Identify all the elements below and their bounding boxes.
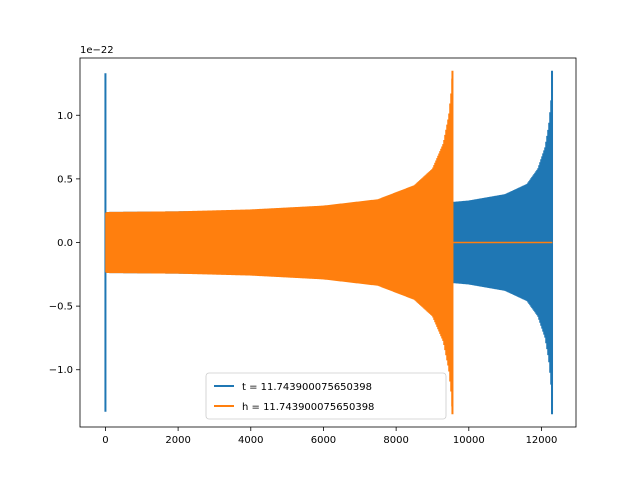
legend-label: t = 11.743900075650398 — [242, 382, 372, 393]
y-offset-label: 1e−22 — [80, 45, 114, 56]
legend-label: h = 11.743900075650398 — [242, 402, 374, 413]
y-tick-label: 0.5 — [57, 174, 73, 185]
y-tick-label: 1.0 — [57, 111, 73, 122]
series-2 — [105, 70, 553, 415]
x-tick-label: 12000 — [526, 435, 558, 446]
y-tick-label: −1.0 — [49, 365, 73, 376]
x-tick-label: 0 — [102, 435, 108, 446]
y-tick-label: −0.5 — [49, 302, 73, 313]
x-tick-label: 2000 — [165, 435, 190, 446]
legend: t = 11.743900075650398 h = 11.74390007565… — [205, 372, 447, 420]
y-tick-label: 0.0 — [57, 238, 73, 249]
x-tick-label: 8000 — [383, 435, 408, 446]
series-2-oscillation — [105, 78, 453, 407]
x-tick-label: 4000 — [238, 435, 263, 446]
y-axis: −1.0 −0.5 0.0 0.5 1.0 — [49, 111, 80, 376]
plot-area — [79, 57, 577, 428]
x-axis: 0 2000 4000 6000 8000 10000 12000 — [102, 427, 557, 446]
x-tick-label: 6000 — [311, 435, 336, 446]
x-tick-label: 10000 — [453, 435, 485, 446]
legend-box — [205, 372, 447, 420]
